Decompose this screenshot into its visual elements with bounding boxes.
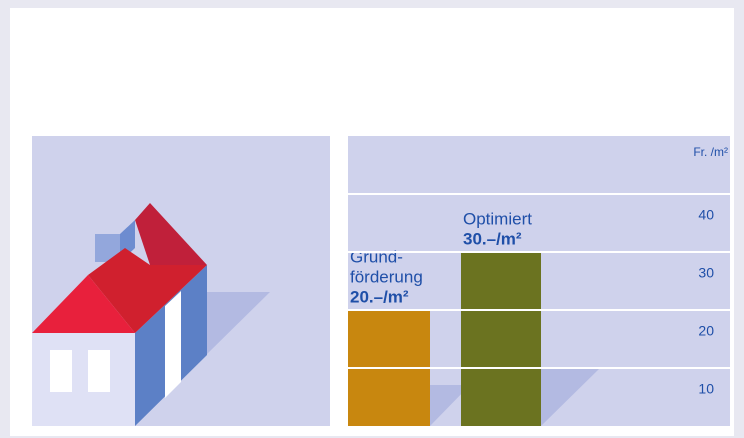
value-label: 30.–/m² (463, 229, 522, 248)
y-tick-label: 40 (698, 207, 714, 223)
window (50, 350, 72, 392)
category-label: Optimiert (463, 209, 532, 228)
bar (461, 252, 541, 426)
category-label: Grund- (350, 247, 403, 266)
page: Fr. /m² 20.–/m² Grund-förderung 30.–/m²Opt… (0, 0, 744, 438)
value-label: 20.–/m² (350, 287, 409, 306)
y-tick-label: 10 (698, 381, 714, 397)
unit-label: Fr. /m² (693, 145, 728, 159)
door (165, 291, 181, 398)
y-tick-label: 20 (698, 323, 714, 339)
chart: Fr. /m² 20.–/m² Grund-förderung 30.–/m²Opt… (0, 0, 744, 438)
window (88, 350, 110, 392)
front-wall (32, 333, 135, 426)
category-label: förderung (350, 267, 423, 286)
y-tick-label: 30 (698, 265, 714, 281)
